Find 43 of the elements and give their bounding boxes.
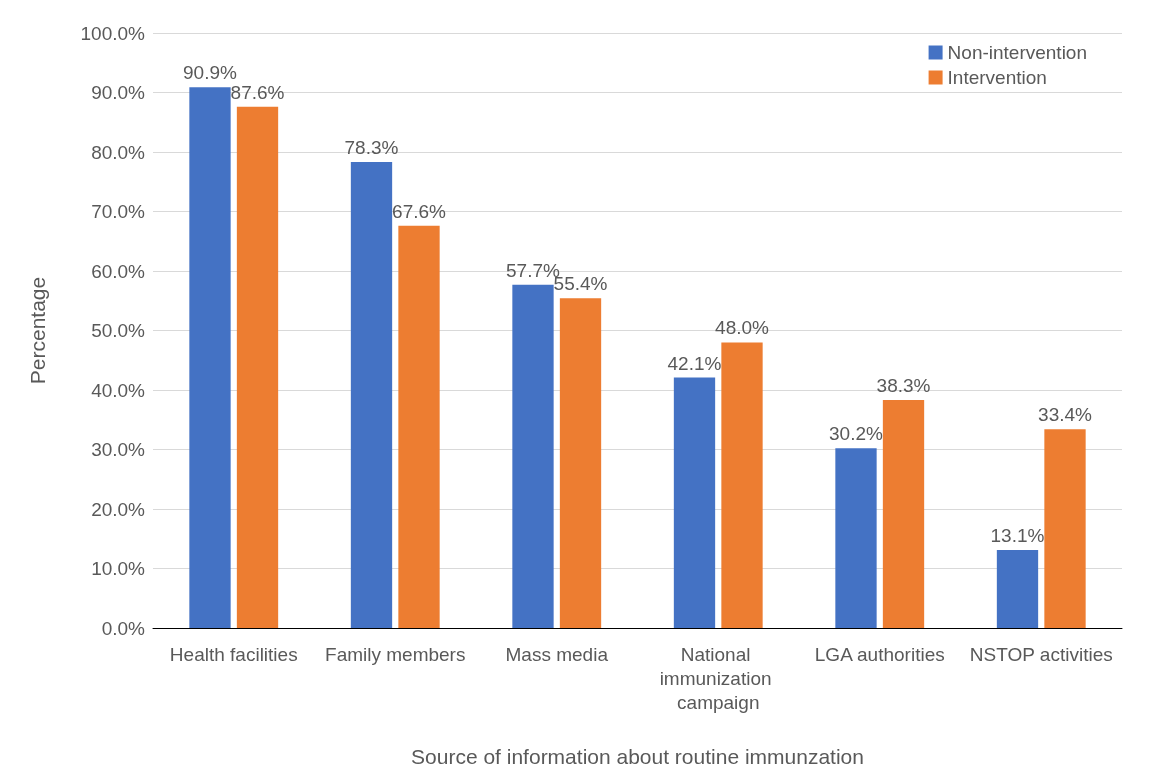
y-tick-label: 90.0% bbox=[91, 82, 146, 103]
bar bbox=[835, 448, 877, 628]
x-tick-label: Family members bbox=[325, 643, 466, 665]
data-label: 33.4% bbox=[1038, 404, 1093, 426]
data-label: 90.9% bbox=[183, 62, 238, 84]
data-label: 13.1% bbox=[990, 525, 1045, 547]
y-tick-label: 30.0% bbox=[91, 439, 146, 460]
bar bbox=[512, 284, 554, 628]
x-axis-title: Source of information about routine immunzation bbox=[411, 745, 864, 768]
y-tick-label: 0.0% bbox=[101, 617, 146, 639]
data-label: 42.1% bbox=[667, 352, 722, 374]
x-tick-label: NSTOP activities bbox=[969, 643, 1113, 665]
y-tick-label: 20.0% bbox=[91, 498, 146, 520]
data-label: 48.0% bbox=[715, 317, 770, 339]
bar bbox=[398, 225, 440, 628]
data-label: 30.2% bbox=[829, 423, 884, 445]
x-tick-label: National immunization campaign bbox=[659, 643, 777, 713]
bar bbox=[189, 87, 231, 628]
y-tick-label: 60.0% bbox=[91, 260, 146, 282]
x-tick-label: Mass media bbox=[505, 643, 609, 665]
y-axis-title: Percentage bbox=[26, 276, 49, 385]
y-tick-label: 100.0% bbox=[80, 22, 146, 44]
data-label: 38.3% bbox=[876, 375, 931, 397]
data-label: 67.6% bbox=[392, 200, 447, 222]
bar bbox=[996, 550, 1039, 628]
bar bbox=[882, 400, 925, 628]
bar bbox=[559, 298, 602, 628]
y-tick-label: 80.0% bbox=[91, 141, 146, 163]
y-tick-label: 70.0% bbox=[91, 201, 146, 222]
bar bbox=[1044, 429, 1086, 628]
y-tick-label: 10.0% bbox=[91, 558, 146, 579]
bar bbox=[721, 342, 763, 628]
bar bbox=[673, 377, 716, 628]
x-tick-label: LGA authorities bbox=[814, 643, 945, 665]
bar bbox=[350, 162, 393, 628]
y-tick-label: 50.0% bbox=[91, 320, 146, 341]
bar bbox=[236, 106, 279, 628]
legend-label: Non-intervention bbox=[947, 42, 1088, 63]
x-tick-label: Health facilities bbox=[169, 643, 298, 665]
data-label: 78.3% bbox=[344, 137, 399, 159]
legend-label: Intervention bbox=[947, 67, 1047, 88]
data-label: 87.6% bbox=[230, 81, 285, 103]
y-tick-label: 40.0% bbox=[91, 379, 146, 401]
